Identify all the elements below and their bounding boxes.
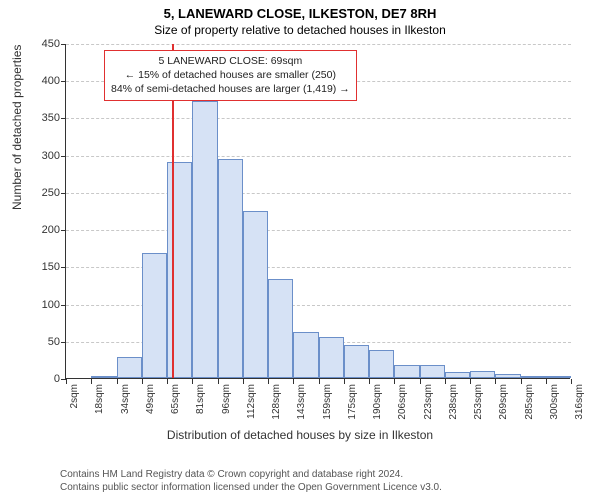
xtick-label: 206sqm [397,384,408,420]
xtick-label: 175sqm [347,384,358,420]
ytick-label: 300 [30,150,60,162]
xtick-label: 285sqm [524,384,535,420]
xtick-label: 18sqm [94,384,105,414]
xtick-mark [243,379,244,384]
xtick-mark [218,379,219,384]
ytick-mark [61,81,66,82]
xtick-label: 112sqm [246,384,257,419]
gridline [66,44,571,45]
page-title: 5, LANEWARD CLOSE, ILKESTON, DE7 8RH [0,0,600,21]
ytick-mark [61,342,66,343]
xtick-mark [192,379,193,384]
xtick-mark [369,379,370,384]
ytick-mark [61,267,66,268]
plot-area: 0501001502002503003504004502sqm18sqm34sq… [65,44,570,379]
histogram-bar [521,376,546,378]
xtick-label: 65sqm [170,384,181,414]
histogram-bar [142,253,167,378]
xtick-label: 159sqm [322,384,333,420]
ytick-label: 50 [30,336,60,348]
xtick-mark [167,379,168,384]
xtick-mark [142,379,143,384]
plot-region: 0501001502002503003504004502sqm18sqm34sq… [65,44,580,414]
ytick-mark [61,305,66,306]
xtick-mark [470,379,471,384]
histogram-bar [394,365,419,378]
histogram-bar [546,376,571,378]
xtick-label: 300sqm [549,384,560,420]
histogram-bar [445,372,470,378]
xtick-mark [293,379,294,384]
xtick-mark [495,379,496,384]
xtick-mark [268,379,269,384]
xtick-label: 190sqm [372,384,383,420]
annotation-line: 84% of semi-detached houses are larger (… [111,82,350,96]
histogram-bar [218,159,243,378]
xtick-label: 2sqm [69,384,80,408]
xtick-mark [117,379,118,384]
footer-line-2: Contains public sector information licen… [60,481,442,494]
xtick-label: 253sqm [473,384,484,420]
histogram-bar [117,357,142,378]
xtick-mark [445,379,446,384]
histogram-bar [293,332,318,378]
xtick-label: 238sqm [448,384,459,420]
ytick-label: 0 [30,373,60,385]
histogram-bar [344,345,369,379]
footer-attribution: Contains HM Land Registry data © Crown c… [60,468,442,494]
xtick-mark [546,379,547,384]
xtick-label: 49sqm [145,384,156,414]
xtick-mark [319,379,320,384]
gridline [66,230,571,231]
ytick-label: 200 [30,224,60,236]
annotation-box: 5 LANEWARD CLOSE: 69sqm← 15% of detached… [104,50,357,101]
histogram-bar [495,374,520,378]
xtick-label: 269sqm [498,384,509,420]
gridline [66,118,571,119]
xtick-mark [66,379,67,384]
xtick-label: 316sqm [574,384,585,420]
chart-subtitle: Size of property relative to detached ho… [0,21,600,37]
histogram-bar [192,101,217,378]
xtick-label: 128sqm [271,384,282,420]
histogram-bar [369,350,394,378]
x-axis-label: Distribution of detached houses by size … [0,428,600,442]
ytick-label: 100 [30,299,60,311]
xtick-label: 96sqm [221,384,232,414]
footer-line-1: Contains HM Land Registry data © Crown c… [60,468,442,481]
histogram-bar [243,211,268,379]
gridline [66,156,571,157]
histogram-bar [91,376,116,378]
ytick-mark [61,193,66,194]
xtick-mark [521,379,522,384]
ytick-mark [61,230,66,231]
ytick-label: 350 [30,112,60,124]
ytick-label: 450 [30,38,60,50]
y-axis-label: Number of detached properties [10,45,24,210]
ytick-mark [61,44,66,45]
histogram-bar [268,279,293,378]
xtick-label: 34sqm [120,384,131,414]
ytick-label: 150 [30,261,60,273]
ytick-mark [61,156,66,157]
annotation-line: ← 15% of detached houses are smaller (25… [111,68,350,82]
gridline [66,193,571,194]
histogram-bar [319,337,344,378]
xtick-label: 81sqm [195,384,206,414]
xtick-mark [344,379,345,384]
ytick-label: 400 [30,75,60,87]
histogram-bar [420,365,445,378]
ytick-label: 250 [30,187,60,199]
xtick-label: 143sqm [296,384,307,420]
xtick-mark [91,379,92,384]
histogram-bar [470,371,495,378]
ytick-mark [61,118,66,119]
annotation-line: 5 LANEWARD CLOSE: 69sqm [111,54,350,68]
xtick-label: 223sqm [423,384,434,420]
xtick-mark [571,379,572,384]
xtick-mark [394,379,395,384]
xtick-mark [420,379,421,384]
